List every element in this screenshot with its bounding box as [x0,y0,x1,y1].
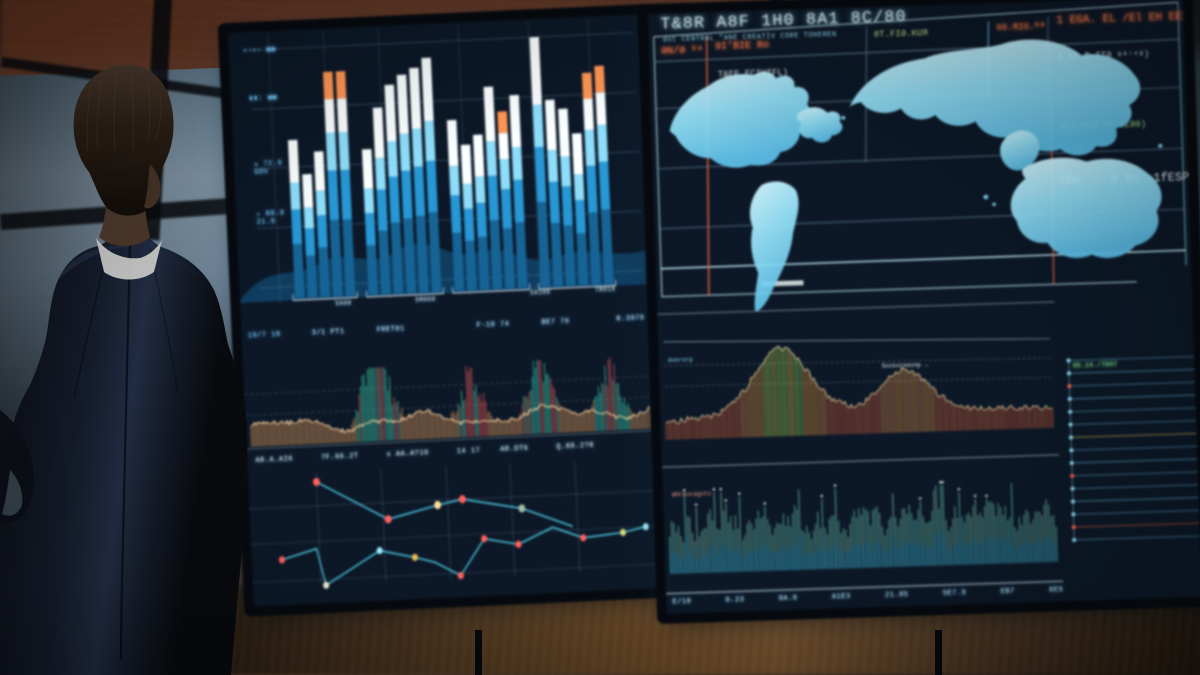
svg-text:86.14./7807: 86.14./7807 [1073,361,1118,370]
svg-text:1 EGA. EL /El EH EEIB): 1 EGA. EL /El EH EEIB) [1056,11,1192,28]
svg-text:5ockoreeonp →: 5ockoreeonp → [882,361,929,369]
svg-text:8T.FIƏ.KUЯ: 8T.FIƏ.KUЯ [874,28,928,40]
svg-text:66.RIO.ᴿᴬ: 66.RIO.ᴿᴬ [996,22,1045,34]
svg-text:dverorp: dverorp [668,356,694,364]
svg-text:ƏN/Ə ᵇᵃ: ƏN/Ə ᵇᵃ [661,44,703,57]
svg-text:WHrnucagoto: WHrnucagoto [672,490,712,498]
svg-text:T&8R A8F 1H0 8A1 8C/80: T&8R A8F 1H0 8A1 8C/80 [660,8,907,35]
svg-text:1fESP.ro: 1fESP.ro [1153,169,1192,185]
svg-text:9I'BIE Ro: 9I'BIE Ro [715,39,769,53]
